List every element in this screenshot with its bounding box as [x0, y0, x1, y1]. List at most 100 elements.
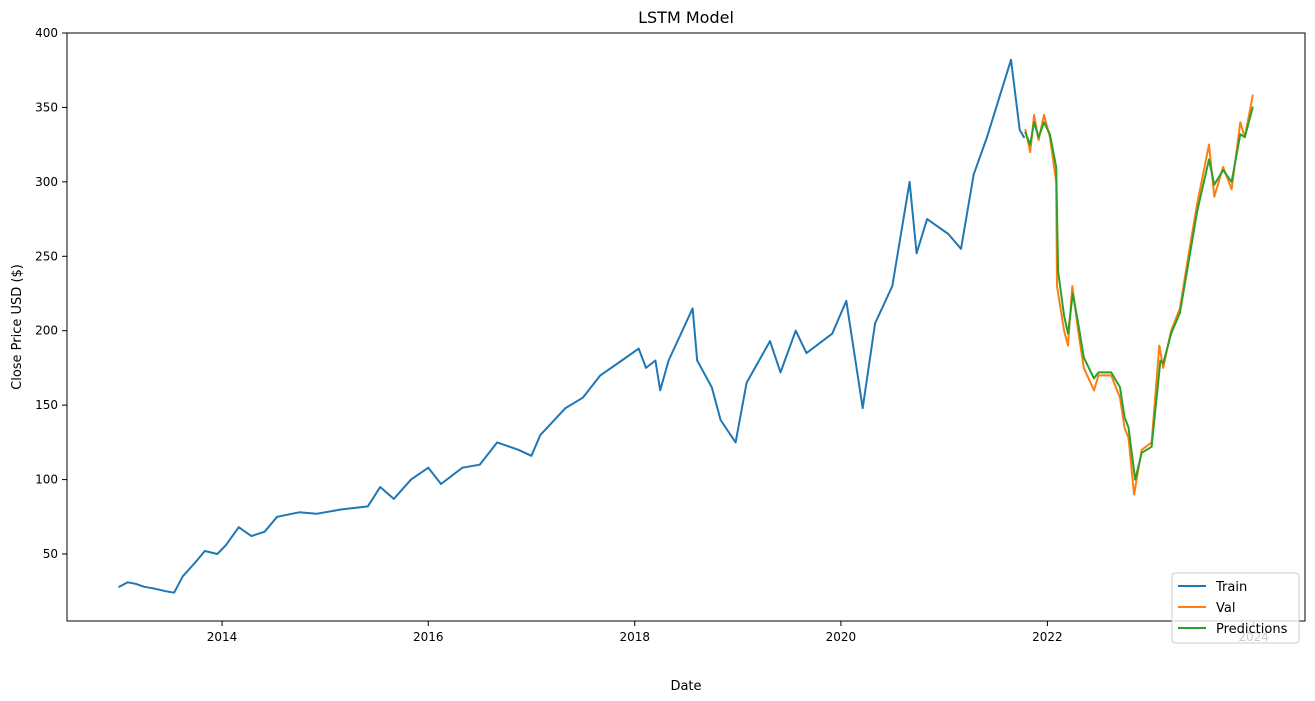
data-point-val: [1213, 195, 1216, 198]
chart-title: LSTM Model: [638, 8, 734, 27]
data-point-train: [276, 516, 278, 518]
y-tick-label: 300: [35, 175, 58, 189]
data-point-train: [745, 382, 748, 384]
data-point-train: [831, 332, 833, 335]
series-line-predictions: [1024, 106, 1254, 481]
data-point-train: [719, 419, 722, 421]
data-point-val: [1208, 143, 1210, 146]
data-point-predictions: [1127, 426, 1130, 429]
data-point-train: [204, 550, 206, 552]
data-point-train: [926, 218, 928, 220]
data-point-predictions: [1097, 371, 1100, 374]
series-line-train: [118, 58, 1025, 594]
data-point-val: [1056, 285, 1058, 287]
data-point-train: [915, 252, 918, 255]
data-point-train: [734, 441, 737, 444]
series-line-val: [1024, 94, 1254, 496]
data-point-train: [440, 483, 442, 485]
plot-frame: [66, 32, 1306, 622]
data-point-train: [845, 300, 848, 302]
x-tick-label: 2018: [619, 630, 650, 644]
legend-box: [1171, 572, 1300, 644]
data-point-train: [461, 466, 464, 469]
data-point-train: [1023, 136, 1025, 138]
data-point-predictions: [1067, 332, 1069, 335]
legend-train-label: Train: [1215, 580, 1247, 595]
data-point-train: [118, 586, 121, 588]
data-point-predictions: [1140, 452, 1143, 454]
data-point-predictions: [1213, 184, 1216, 186]
data-point-predictions: [1179, 312, 1181, 314]
data-point-predictions: [1024, 131, 1027, 134]
data-point-train: [861, 407, 864, 409]
data-point-train: [960, 248, 962, 250]
data-point-train: [874, 322, 876, 325]
data-point-val: [1251, 94, 1254, 97]
data-point-train: [691, 307, 694, 310]
y-tick-label: 250: [35, 249, 58, 263]
data-point-predictions: [1055, 166, 1057, 168]
data-point-train: [667, 359, 670, 362]
data-point-train: [250, 535, 253, 537]
y-tick-label: 50: [43, 547, 58, 561]
x-tick-label: 2020: [826, 630, 857, 644]
data-point-predictions: [1196, 210, 1198, 213]
data-point-train: [173, 591, 175, 594]
data-point-train: [298, 511, 301, 514]
data-point-val: [1093, 389, 1095, 392]
data-point-train: [379, 486, 382, 488]
data-point-train: [972, 173, 975, 176]
y-axis-title: Close Price USD ($): [10, 264, 25, 390]
data-point-val: [1033, 114, 1035, 116]
data-point-train: [315, 513, 318, 515]
data-point-train: [195, 560, 197, 563]
data-point-train: [947, 233, 950, 235]
data-point-predictions: [1222, 169, 1224, 171]
data-point-val: [1071, 285, 1074, 287]
data-point-train: [794, 329, 797, 332]
data-point-train: [164, 590, 167, 592]
data-point-train: [341, 508, 343, 511]
data-point-train: [1018, 129, 1021, 131]
y-tick-label: 400: [35, 26, 58, 40]
data-point-predictions: [1037, 136, 1040, 138]
data-point-val: [1083, 367, 1085, 369]
data-point-predictions: [1029, 143, 1031, 146]
data-point-predictions: [1057, 270, 1059, 273]
data-point-train: [263, 530, 266, 533]
data-point-predictions: [1159, 359, 1162, 362]
data-point-train: [225, 544, 227, 546]
data-point-train: [126, 581, 129, 584]
data-point-val: [1162, 367, 1164, 369]
legend: Train Val Predictions: [1171, 572, 1300, 644]
data-point-train: [478, 463, 481, 466]
data-point-train: [711, 386, 713, 389]
data-point-predictions: [1033, 121, 1035, 124]
data-point-val: [1230, 188, 1233, 191]
y-tick-label: 350: [35, 100, 58, 114]
data-point-train: [986, 136, 988, 138]
data-point-predictions: [1170, 332, 1172, 335]
data-point-predictions: [1043, 121, 1045, 124]
data-point-predictions: [1093, 377, 1095, 380]
data-point-train: [659, 389, 661, 392]
legend-val-label: Val: [1216, 601, 1235, 616]
x-axis-title: Date: [670, 679, 701, 694]
x-axis: 201420162018202020222024: [207, 621, 1269, 644]
data-point-train: [216, 553, 219, 555]
data-point-train: [410, 478, 412, 481]
data-point-predictions: [1162, 362, 1164, 365]
data-point-train: [582, 396, 584, 399]
data-point-predictions: [1063, 315, 1065, 317]
data-point-val: [1037, 139, 1040, 141]
data-point-predictions: [1049, 133, 1051, 135]
data-point-val: [1196, 203, 1198, 205]
data-point-val: [1133, 493, 1135, 496]
data-point-train: [616, 362, 619, 365]
data-point-predictions: [1150, 446, 1153, 448]
data-point-train: [427, 466, 430, 469]
data-point-predictions: [1072, 292, 1074, 295]
data-point-train: [891, 285, 894, 287]
data-point-val: [1097, 374, 1100, 377]
x-tick-label: 2022: [1032, 630, 1063, 644]
